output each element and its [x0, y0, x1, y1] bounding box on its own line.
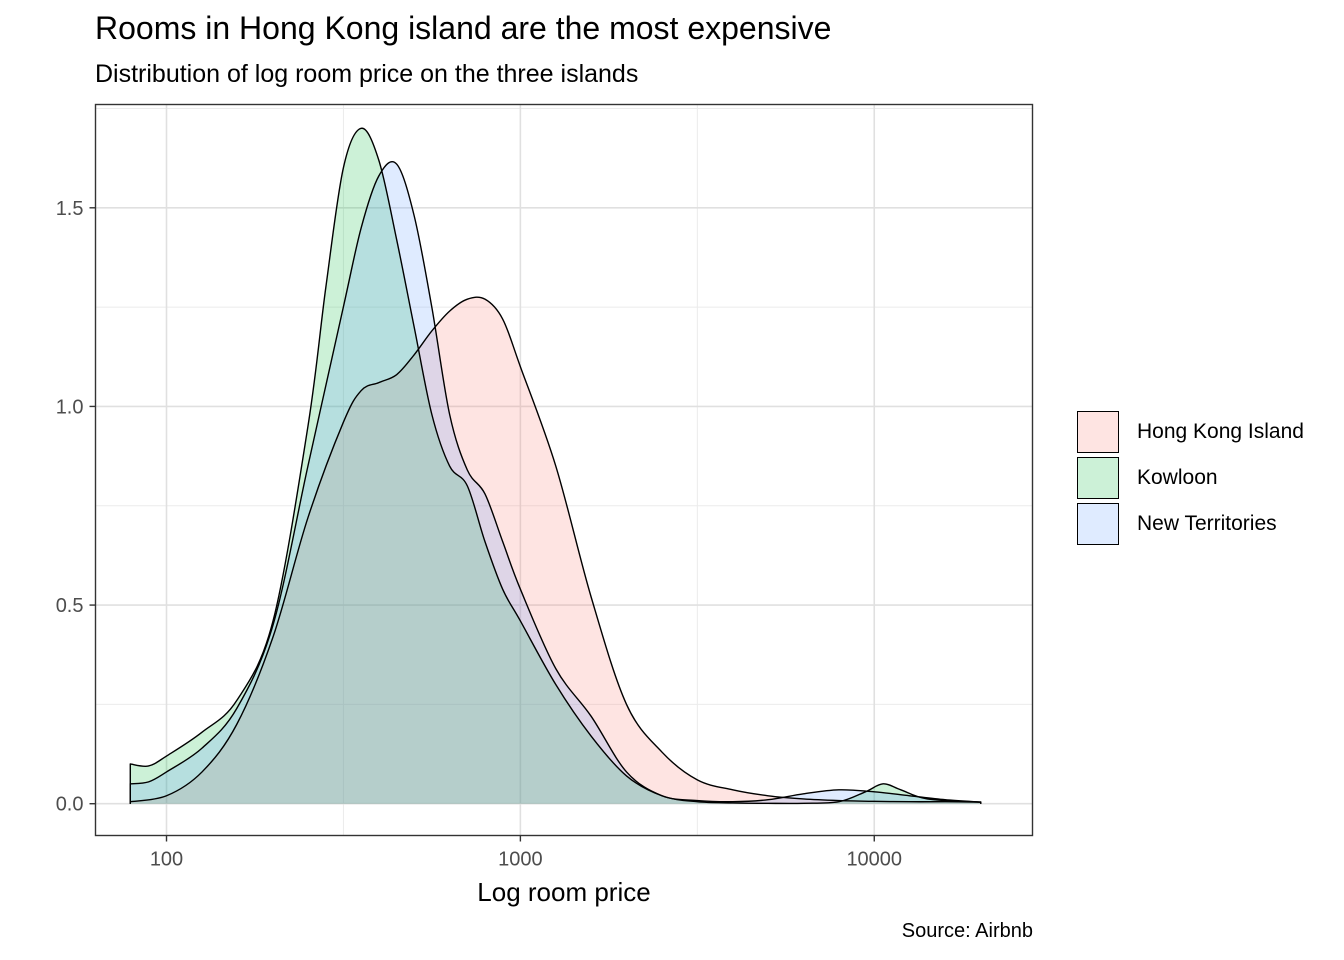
- plot-panel-border: [94, 103, 1034, 837]
- legend-label-hong-kong-island: Hong Kong Island: [1137, 420, 1304, 443]
- legend-swatch-kowloon: [1077, 457, 1119, 499]
- chart-title: Rooms in Hong Kong island are the most e…: [95, 10, 832, 46]
- legend-item-kowloon: Kowloon: [1077, 455, 1304, 501]
- grid-lines: [95, 104, 1033, 836]
- x-tick-label: 1000: [498, 849, 543, 871]
- legend-label-kowloon: Kowloon: [1137, 466, 1218, 489]
- density-areas: [129, 127, 982, 805]
- density-outline-hong-kong-island: [129, 296, 982, 804]
- plot-panel-background: [95, 104, 1033, 836]
- legend-swatch-new-territories: [1077, 503, 1119, 545]
- legend: Hong Kong Island Kowloon New Territories: [1077, 409, 1304, 547]
- density-outline-new-territories: [129, 160, 982, 804]
- density-area-new-territories: [130, 161, 981, 804]
- y-tick-label: 0.0: [56, 794, 84, 816]
- y-tick-label: 1.5: [56, 198, 84, 220]
- legend-item-hong-kong-island: Hong Kong Island: [1077, 409, 1304, 455]
- y-tick-label: 0.5: [56, 595, 84, 617]
- chart-subtitle: Distribution of log room price on the th…: [95, 60, 639, 88]
- y-tick-label: 1.0: [56, 396, 84, 418]
- axis-ticks: 0.0 0.5 1.0 1.5 100 1000 10000: [56, 198, 902, 871]
- x-tick-label: 10000: [846, 849, 902, 871]
- legend-label-new-territories: New Territories: [1137, 512, 1277, 535]
- x-tick-label: 100: [150, 849, 183, 871]
- density-area-kowloon: [130, 128, 981, 804]
- legend-swatch-hong-kong-island: [1077, 411, 1119, 453]
- legend-item-new-territories: New Territories: [1077, 501, 1304, 547]
- density-outline-kowloon: [129, 127, 982, 805]
- x-axis-label: Log room price: [477, 877, 650, 907]
- chart-caption: Source: Airbnb: [901, 920, 1033, 942]
